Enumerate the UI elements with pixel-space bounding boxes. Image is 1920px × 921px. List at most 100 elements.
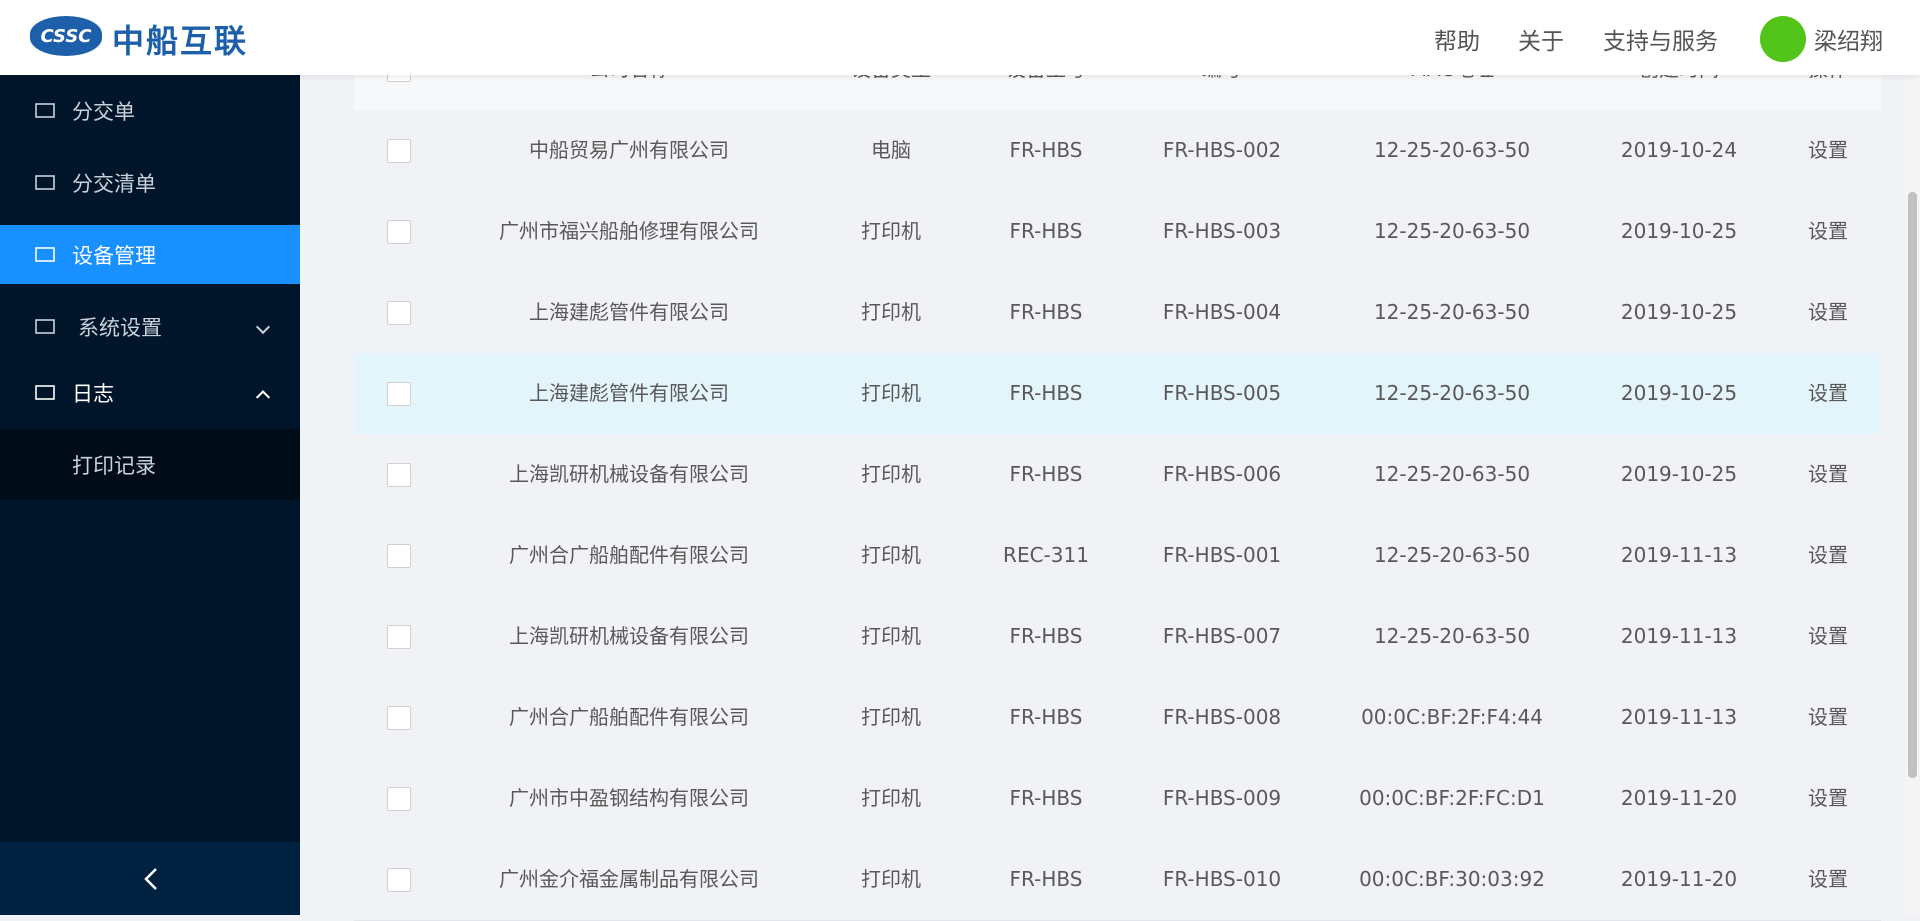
cell-text: FR-HBS-006 — [1162, 462, 1282, 486]
cell-text: 2019-10-25 — [1620, 462, 1738, 486]
scroll-thumb[interactable] — [1908, 192, 1917, 778]
menu-item[interactable]: 系统设置 — [0, 297, 300, 356]
nav-link[interactable]: 帮助 — [1434, 29, 1480, 55]
cell-text: FR-HBS — [1009, 705, 1083, 729]
cell-text: 广州合广船舶配件有限公司 — [509, 543, 749, 567]
menu-item[interactable]: 日志 — [0, 363, 300, 422]
cell-text: FR-HBS — [1009, 624, 1083, 648]
table-row: 广州合广船舶配件有限公司 打印机 FR-HBS FR-HBS-008 00:0C:BF:… — [354, 677, 1881, 759]
cell-text: FR-HBS-010 — [1162, 867, 1282, 891]
cell-text: FR-HBS — [1009, 138, 1083, 162]
action-link[interactable]: 设置 — [1808, 705, 1848, 729]
cell-text: FR-HBS-008 — [1162, 705, 1282, 729]
cell-text: FR-HBS — [1009, 867, 1083, 891]
cell-text: FR-HBS-007 — [1162, 624, 1282, 648]
top-bar: CSSC 中船互联 梁绍翔 帮助 关于 支持与服务 — [0, 0, 1920, 75]
cell-text: FR-HBS-001 — [1162, 543, 1282, 567]
cell-text: REC-311 — [1003, 543, 1089, 567]
menu-icon — [35, 102, 55, 118]
collapse-button[interactable] — [0, 842, 300, 915]
menu-item[interactable]: 分交单 — [0, 81, 300, 140]
cell-text: 12-25-20-63-50 — [1373, 300, 1531, 324]
menu-arrow — [255, 389, 271, 404]
action-link[interactable]: 设置 — [1808, 138, 1848, 162]
checkbox[interactable] — [387, 220, 411, 244]
cell-text: 电脑 — [871, 138, 911, 162]
brand[interactable]: 中船互联 — [112, 22, 249, 60]
checkbox[interactable] — [387, 382, 411, 406]
nav-link[interactable]: 关于 — [1518, 29, 1564, 55]
cell-text: 12-25-20-63-50 — [1373, 138, 1531, 162]
cell-text: 打印机 — [861, 786, 921, 810]
cell-text: 打印机 — [861, 462, 921, 486]
cell-text: 上海建彪管件有限公司 — [529, 381, 729, 405]
menu-item[interactable]: 打印记录 — [0, 429, 300, 500]
checkbox[interactable] — [387, 139, 411, 163]
checkbox[interactable] — [387, 463, 411, 487]
cell-text: 打印机 — [861, 543, 921, 567]
table-row: 上海凯研机械设备有限公司 打印机 FR-HBS FR-HBS-007 12-25-20-… — [354, 596, 1881, 678]
menu-item[interactable]: 分交清单 — [0, 153, 300, 212]
checkbox[interactable] — [387, 625, 411, 649]
cell-text: 12-25-20-63-50 — [1373, 543, 1531, 567]
checkbox[interactable] — [387, 787, 411, 811]
table-row: 广州市中盈钢结构有限公司 打印机 FR-HBS FR-HBS-009 00:0C:BF:… — [354, 758, 1881, 840]
menu-label: 设备管理 — [72, 243, 156, 268]
cell-text: FR-HBS-005 — [1162, 381, 1282, 405]
menu-label: 日志 — [72, 381, 114, 406]
cell-text: 上海建彪管件有限公司 — [529, 300, 729, 324]
action-link[interactable]: 设置 — [1808, 300, 1848, 324]
nav-link[interactable]: 支持与服务 — [1603, 29, 1718, 55]
menu-label: 打印记录 — [72, 453, 156, 478]
logo[interactable]: CSSC — [30, 16, 102, 56]
cell-text: 2019-10-25 — [1620, 300, 1738, 324]
user-name[interactable]: 梁绍翔 — [1814, 29, 1883, 55]
action-link[interactable]: 设置 — [1808, 867, 1848, 891]
action-link[interactable]: 设置 — [1808, 462, 1848, 486]
cell-text: 打印机 — [861, 705, 921, 729]
table-row: 广州市福兴船舶修理有限公司 打印机 FR-HBS FR-HBS-003 12-25-20… — [354, 191, 1881, 273]
cell-text: FR-HBS-002 — [1162, 138, 1282, 162]
cell-text: FR-HBS-004 — [1162, 300, 1282, 324]
cell-text: 广州市福兴船舶修理有限公司 — [499, 219, 759, 243]
table-row: 上海建彪管件有限公司 打印机 FR-HBS FR-HBS-004 12-25-20-63… — [354, 272, 1881, 354]
menu-label: 分交清单 — [72, 171, 156, 196]
cell-text: 中船贸易广州有限公司 — [529, 138, 729, 162]
checkbox[interactable] — [387, 706, 411, 730]
cell-text: FR-HBS-003 — [1162, 219, 1282, 243]
action-link[interactable]: 设置 — [1808, 219, 1848, 243]
cell-text: 打印机 — [861, 381, 921, 405]
cell-text: 2019-10-24 — [1620, 138, 1738, 162]
table-row: 上海凯研机械设备有限公司 打印机 FR-HBS FR-HBS-006 12-25-20-… — [354, 434, 1881, 516]
action-link[interactable]: 设置 — [1808, 624, 1848, 648]
cell-text: FR-HBS-009 — [1162, 786, 1282, 810]
table-row: 中船贸易广州有限公司 电脑 FR-HBS FR-HBS-002 12-25-20-63-… — [354, 110, 1881, 192]
cell-text: 打印机 — [861, 867, 921, 891]
cell-text: 00:0C:BF:2F:F4:44 — [1361, 705, 1543, 729]
checkbox[interactable] — [387, 544, 411, 568]
cell-text: 打印机 — [861, 219, 921, 243]
table-row: 上海建彪管件有限公司 打印机 FR-HBS FR-HBS-005 12-25-20-63… — [354, 353, 1881, 435]
collapse-icon — [144, 868, 157, 890]
cell-text: 广州市中盈钢结构有限公司 — [509, 786, 749, 810]
action-link[interactable]: 设置 — [1808, 543, 1848, 567]
cell-text: 打印机 — [861, 624, 921, 648]
cell-text: 2019-11-20 — [1620, 786, 1738, 810]
action-link[interactable]: 设置 — [1808, 786, 1848, 810]
avatar[interactable] — [1760, 16, 1806, 62]
cell-text: 上海凯研机械设备有限公司 — [509, 624, 749, 648]
menu-arrow — [255, 319, 271, 334]
cell-text: 广州合广船舶配件有限公司 — [509, 705, 749, 729]
menu-icon — [35, 174, 55, 190]
cell-text: 12-25-20-63-50 — [1373, 624, 1531, 648]
menu-item[interactable]: 设备管理 — [0, 225, 300, 284]
cell-text: 2019-11-20 — [1620, 867, 1738, 891]
checkbox[interactable] — [387, 301, 411, 325]
checkbox[interactable] — [387, 868, 411, 892]
cell-text: 2019-11-13 — [1620, 705, 1738, 729]
cell-text: FR-HBS — [1009, 381, 1083, 405]
cell-text: 12-25-20-63-50 — [1373, 219, 1531, 243]
action-link[interactable]: 设置 — [1808, 381, 1848, 405]
cell-text: FR-HBS — [1009, 219, 1083, 243]
